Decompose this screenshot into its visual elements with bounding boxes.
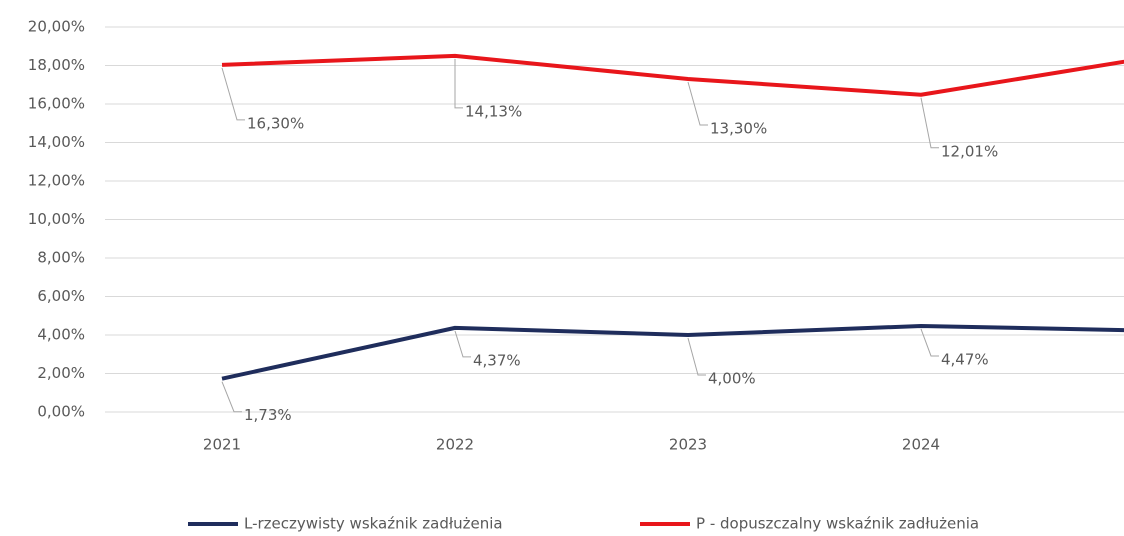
y-tick-label: 20,00% [28, 18, 85, 36]
y-tick-label: 4,00% [37, 326, 85, 344]
data-label: 4,47% [941, 350, 989, 368]
y-tick-label: 10,00% [28, 210, 85, 228]
data-label: 12,01% [941, 142, 998, 160]
y-tick-label: 0,00% [37, 403, 85, 421]
x-tick-label: 2023 [669, 436, 707, 454]
series-line [221, 323, 1124, 381]
data-label: 1,73% [244, 406, 292, 424]
x-tick-label: 2021 [203, 436, 241, 454]
data-label: 4,00% [708, 370, 756, 388]
y-tick-label: 14,00% [28, 133, 85, 151]
leader-line [221, 67, 245, 121]
y-tick-label: 8,00% [37, 249, 85, 267]
y-tick-label: 6,00% [37, 287, 85, 305]
data-label: 13,30% [710, 119, 767, 137]
leader-line [221, 381, 242, 413]
series-line [221, 53, 1124, 97]
y-tick-label: 18,00% [28, 56, 85, 74]
y-tick-label: 2,00% [37, 364, 85, 382]
legend-label: L-rzeczywisty wskaźnik zadłużenia [244, 515, 503, 533]
leader-line [920, 328, 939, 357]
data-label: 16,30% [247, 114, 304, 132]
x-tick-label: 2022 [436, 436, 474, 454]
y-tick-label: 12,00% [28, 172, 85, 190]
y-tick-label: 16,00% [28, 95, 85, 113]
x-tick-label: 2024 [902, 436, 940, 454]
leader-line [920, 97, 939, 149]
legend-label: P - dopuszczalny wskaźnik zadłużenia [696, 515, 979, 533]
leader-line [687, 81, 708, 126]
leader-line [454, 58, 463, 109]
leader-line [687, 337, 706, 376]
data-label: 4,37% [473, 351, 521, 369]
data-label: 14,13% [465, 102, 522, 120]
leader-line [454, 330, 471, 358]
